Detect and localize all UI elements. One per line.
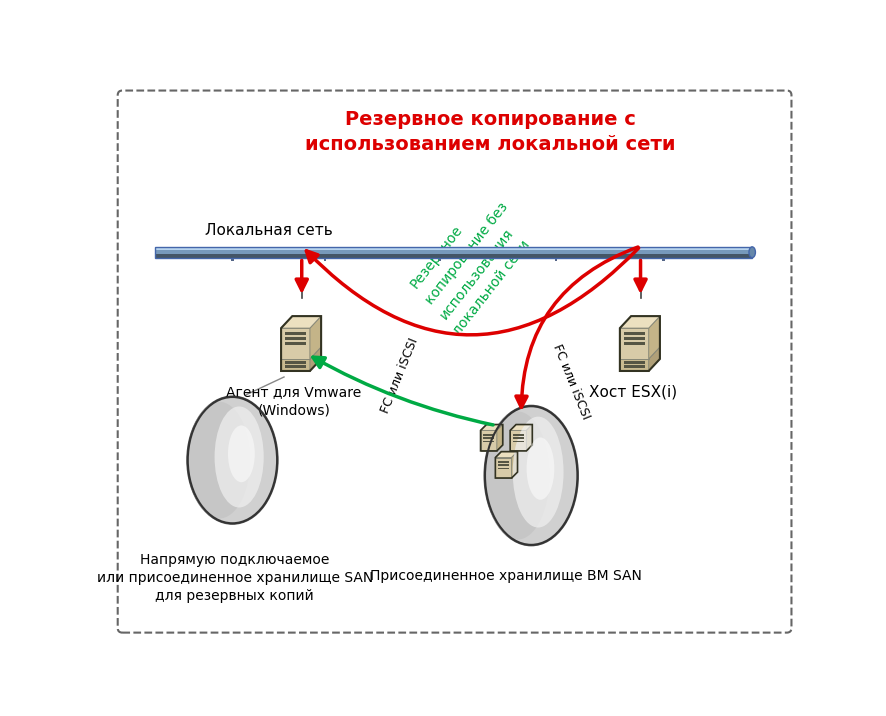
FancyBboxPatch shape bbox=[118, 90, 790, 633]
Ellipse shape bbox=[485, 412, 549, 540]
FancyArrowPatch shape bbox=[296, 261, 307, 290]
Polygon shape bbox=[284, 342, 306, 344]
Ellipse shape bbox=[186, 395, 278, 525]
Polygon shape bbox=[483, 434, 494, 436]
Polygon shape bbox=[509, 425, 532, 430]
Polygon shape bbox=[483, 437, 494, 439]
Ellipse shape bbox=[214, 407, 263, 508]
Polygon shape bbox=[309, 316, 321, 359]
Polygon shape bbox=[509, 430, 525, 451]
Polygon shape bbox=[155, 254, 751, 258]
Polygon shape bbox=[284, 337, 306, 340]
Polygon shape bbox=[439, 258, 441, 261]
Polygon shape bbox=[648, 316, 659, 359]
Polygon shape bbox=[619, 316, 659, 328]
Polygon shape bbox=[511, 452, 517, 478]
Polygon shape bbox=[155, 250, 751, 254]
Text: Агент для Vmware
(Windows): Агент для Vmware (Windows) bbox=[226, 384, 361, 417]
Text: копирование без: копирование без bbox=[423, 200, 510, 306]
Ellipse shape bbox=[483, 405, 579, 546]
Polygon shape bbox=[284, 332, 306, 335]
Polygon shape bbox=[662, 258, 664, 261]
Text: Локальная сеть: Локальная сеть bbox=[206, 223, 333, 238]
Ellipse shape bbox=[526, 437, 554, 500]
FancyArrowPatch shape bbox=[634, 261, 645, 290]
Text: Резервное копирование с
использованием локальной сети: Резервное копирование с использованием л… bbox=[305, 110, 675, 154]
Polygon shape bbox=[648, 347, 659, 371]
Text: FC или iSCSI: FC или iSCSI bbox=[378, 336, 420, 415]
Polygon shape bbox=[525, 425, 532, 451]
FancyArrowPatch shape bbox=[516, 247, 637, 407]
Polygon shape bbox=[623, 337, 644, 340]
Polygon shape bbox=[281, 359, 309, 371]
Polygon shape bbox=[619, 359, 648, 371]
Polygon shape bbox=[309, 347, 321, 371]
Polygon shape bbox=[512, 437, 524, 439]
Polygon shape bbox=[284, 365, 306, 368]
Text: Резервное: Резервное bbox=[408, 223, 465, 291]
Polygon shape bbox=[494, 458, 511, 478]
Polygon shape bbox=[623, 365, 644, 368]
Polygon shape bbox=[512, 440, 524, 442]
Polygon shape bbox=[284, 361, 306, 364]
Ellipse shape bbox=[188, 397, 276, 523]
Polygon shape bbox=[323, 258, 326, 261]
Polygon shape bbox=[497, 461, 509, 463]
Polygon shape bbox=[480, 425, 502, 430]
Polygon shape bbox=[494, 452, 517, 458]
Polygon shape bbox=[497, 465, 509, 466]
Text: FC или iSCSI: FC или iSCSI bbox=[549, 342, 592, 421]
Polygon shape bbox=[623, 332, 644, 335]
Ellipse shape bbox=[512, 417, 563, 528]
Polygon shape bbox=[512, 434, 524, 436]
Polygon shape bbox=[155, 247, 751, 250]
Polygon shape bbox=[483, 440, 494, 442]
Text: Напрямую подключаемое
или присоединенное хранилище SAN
для резервных копий: Напрямую подключаемое или присоединенное… bbox=[97, 553, 372, 604]
Polygon shape bbox=[281, 328, 309, 359]
Ellipse shape bbox=[748, 247, 755, 258]
Polygon shape bbox=[623, 342, 644, 344]
Ellipse shape bbox=[188, 402, 250, 518]
Ellipse shape bbox=[228, 425, 254, 483]
Polygon shape bbox=[554, 258, 556, 261]
Text: локальной сети: локальной сети bbox=[450, 237, 532, 337]
Polygon shape bbox=[231, 258, 233, 261]
Text: Присоединенное хранилище ВМ SAN: Присоединенное хранилище ВМ SAN bbox=[369, 569, 641, 584]
Polygon shape bbox=[623, 361, 644, 364]
Polygon shape bbox=[619, 328, 648, 359]
Text: использования: использования bbox=[437, 226, 516, 322]
Polygon shape bbox=[480, 430, 496, 451]
Polygon shape bbox=[281, 316, 321, 328]
Ellipse shape bbox=[485, 406, 577, 545]
Text: Хост ESX(i): Хост ESX(i) bbox=[588, 384, 676, 400]
Polygon shape bbox=[497, 468, 509, 470]
FancyArrowPatch shape bbox=[313, 357, 493, 425]
FancyArrowPatch shape bbox=[306, 248, 638, 335]
Polygon shape bbox=[496, 425, 502, 451]
